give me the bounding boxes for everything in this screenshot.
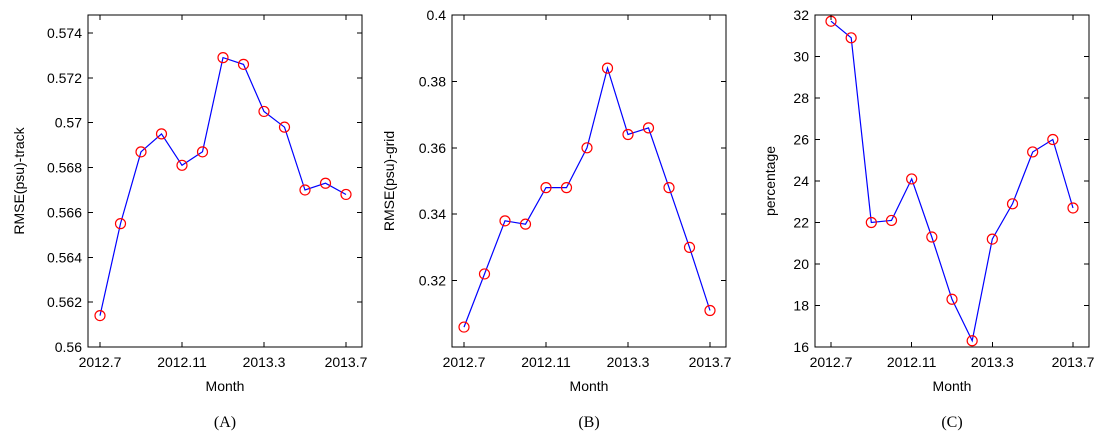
data-point-c — [926, 231, 938, 243]
data-point-b — [458, 321, 470, 333]
plot-frame-a — [87, 14, 363, 348]
chart-panel-c: 16 18 20 22 24 26 28 30 32 2012.7 2012.11 2013.3 201… — [762, 7, 1095, 431]
x-axis-label-a: Month — [206, 378, 245, 394]
y-tick-label-a: 0.56 — [55, 339, 82, 355]
data-point-b — [478, 268, 491, 280]
series-line-c — [830, 20, 1074, 343]
y-tick-label-a: 0.562 — [47, 294, 82, 310]
data-point-c — [865, 216, 877, 229]
x-tick-label-a: 2013.7 — [325, 354, 368, 370]
data-point-b — [499, 215, 511, 227]
data-point-c — [946, 293, 958, 305]
data-point-a — [258, 105, 270, 118]
series-line-b — [463, 65, 711, 328]
y-tick-label-c: 24 — [793, 173, 809, 189]
data-point-c — [1067, 202, 1079, 214]
x-tick-label-c: 2013.3 — [971, 354, 1014, 370]
data-point-c — [1027, 146, 1039, 158]
data-point-b — [683, 241, 696, 253]
data-point-a — [155, 128, 168, 140]
data-point-b — [540, 182, 552, 194]
y-tick-label-c: 22 — [793, 215, 809, 231]
y-tick-label-b: 0.36 — [419, 140, 446, 156]
data-point-c — [1047, 133, 1059, 146]
data-point-a — [237, 58, 250, 70]
y-tick-label-c: 20 — [793, 256, 809, 272]
y-tick-label-b: 0.38 — [419, 73, 446, 89]
y-tick-label-a: 0.572 — [47, 70, 82, 86]
y-tick-label-c: 30 — [793, 49, 809, 65]
plot-frame-b — [451, 14, 727, 348]
data-point-c — [986, 233, 998, 245]
data-point-a — [319, 177, 332, 189]
plot-layer-b — [458, 62, 716, 333]
y-axis-label-c: percentage — [762, 146, 778, 216]
x-tick-label-b: 2013.3 — [607, 354, 650, 370]
y-tick-label-a: 0.564 — [47, 249, 82, 265]
y-tick-label-a: 0.568 — [47, 160, 82, 176]
chart-panel-a: 0.56 0.562 0.564 0.566 0.568 0.57 0.572 0.574 20… — [11, 14, 368, 431]
y-tick-label-b: 0.34 — [419, 206, 446, 222]
x-axis-label-c: Month — [933, 378, 972, 394]
y-tick-label-b: 0.4 — [427, 7, 447, 23]
y-tick-label-a: 0.57 — [55, 115, 82, 131]
plot-layer-a — [94, 52, 352, 322]
y-tick-label-a: 0.574 — [47, 25, 82, 41]
y-tick-label-c: 32 — [793, 7, 809, 23]
y-axis-label-a: RMSE(psu)-track — [11, 126, 27, 234]
tick-layer-a: 0.56 0.562 0.564 0.566 0.568 0.57 0.572 0.574 20… — [47, 15, 368, 370]
tick-layer-b: 0.32 0.34 0.36 0.38 0.4 2012.7 2012.11 2013.3 20… — [419, 7, 732, 370]
x-tick-label-a: 2012.7 — [79, 354, 122, 370]
x-axis-label-b: Month — [570, 378, 609, 394]
caption-a: (A) — [214, 414, 236, 431]
y-tick-label-c: 28 — [793, 90, 809, 106]
caption-b: (B) — [578, 414, 599, 431]
data-point-c — [906, 173, 918, 185]
series-line-a — [99, 56, 347, 316]
data-point-b — [519, 218, 532, 230]
data-point-a — [278, 121, 291, 133]
tick-layer-c: 16 18 20 22 24 26 28 30 32 2012.7 2012.11 2013.3 201… — [793, 7, 1094, 370]
data-point-a — [196, 146, 209, 158]
data-point-c — [966, 335, 978, 347]
data-point-b — [601, 62, 614, 74]
x-tick-label-b: 2013.7 — [689, 354, 732, 370]
data-point-a — [299, 184, 311, 196]
x-tick-label-c: 2012.11 — [887, 354, 937, 370]
plot-frame-c — [814, 14, 1090, 348]
data-point-c — [845, 32, 857, 44]
data-point-a — [176, 159, 188, 171]
data-point-b — [622, 128, 634, 141]
y-axis-label-b: RMSE(psu)-grid — [381, 131, 397, 231]
x-tick-label-c: 2013.7 — [1052, 354, 1095, 370]
x-tick-label-b: 2012.7 — [443, 354, 486, 370]
plot-layer-c — [825, 15, 1079, 347]
data-point-c — [1006, 198, 1019, 210]
data-point-a — [135, 146, 147, 158]
y-tick-label-c: 18 — [793, 298, 809, 314]
caption-c: (C) — [941, 414, 962, 431]
data-point-c — [885, 214, 898, 227]
data-point-a — [217, 52, 229, 64]
y-tick-label-b: 0.32 — [419, 273, 446, 289]
chart-panel-b: 0.32 0.34 0.36 0.38 0.4 2012.7 2012.11 2013.3 20… — [381, 7, 732, 431]
y-tick-label-c: 26 — [793, 132, 809, 148]
data-point-a — [94, 309, 106, 322]
data-point-b — [581, 142, 593, 154]
data-point-b — [704, 304, 716, 317]
data-point-a — [114, 218, 127, 230]
data-point-a — [340, 188, 352, 201]
y-tick-label-c: 16 — [793, 339, 809, 355]
y-tick-label-a: 0.566 — [47, 204, 82, 220]
x-tick-label-a: 2013.3 — [243, 354, 286, 370]
x-tick-label-c: 2012.7 — [810, 354, 853, 370]
data-point-b — [560, 182, 573, 194]
x-tick-label-b: 2012.11 — [521, 354, 571, 370]
x-tick-label-a: 2012.11 — [157, 354, 207, 370]
data-point-b — [663, 182, 675, 194]
data-point-b — [642, 122, 655, 134]
